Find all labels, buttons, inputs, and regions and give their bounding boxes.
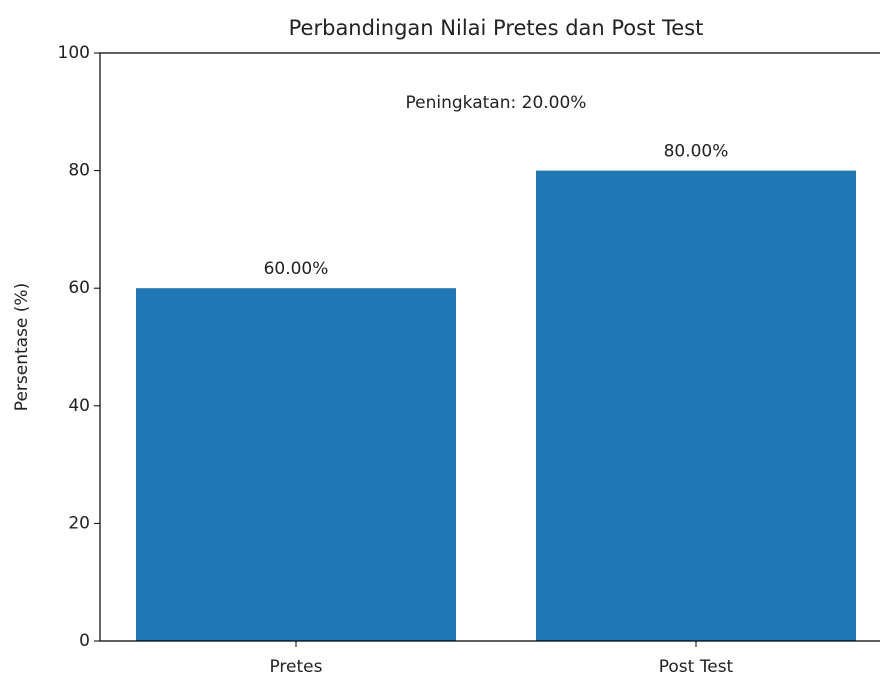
chart-title: Perbandingan Nilai Pretes dan Post Test [289, 16, 704, 40]
y-tick-label: 80 [68, 161, 90, 181]
bar [136, 288, 456, 641]
x-tick-label: Post Test [659, 657, 734, 675]
x-tick-label: Pretes [269, 657, 322, 675]
y-axis-label: Persentase (%) [12, 283, 32, 411]
value-label: 60.00% [264, 259, 329, 279]
value-label: 80.00% [664, 142, 729, 162]
y-tick-label: 60 [68, 278, 90, 298]
annotation: Peningkatan: 20.00% [406, 93, 587, 113]
axes-frame [99, 52, 880, 642]
y-tick-label: 20 [68, 513, 90, 533]
bar [536, 170, 856, 641]
y-tick-label: 0 [79, 631, 90, 651]
y-tick-label: 100 [58, 43, 90, 63]
y-tick-label: 40 [68, 396, 90, 416]
